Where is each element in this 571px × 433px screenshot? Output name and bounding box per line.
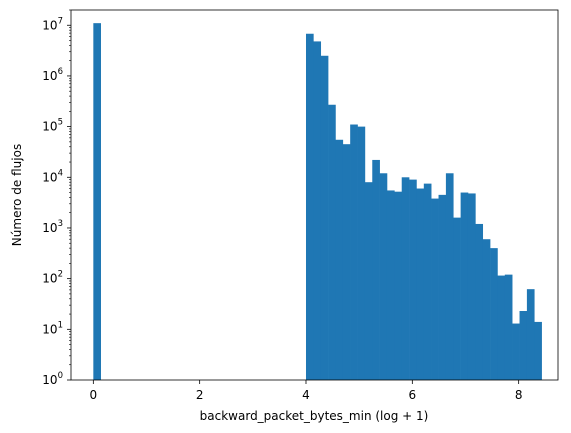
x-axis-label: backward_packet_bytes_min (log + 1) xyxy=(200,409,429,423)
y-tick-label: 103 xyxy=(42,219,63,235)
histogram-bar-12 xyxy=(386,190,395,380)
y-tick-label: 107 xyxy=(42,16,63,32)
histogram-bar-15 xyxy=(409,179,417,380)
y-tick-label: 104 xyxy=(42,168,63,184)
x-tick-label: 4 xyxy=(302,388,310,402)
histogram-bar-3 xyxy=(320,55,329,380)
y-tick-label: 105 xyxy=(42,118,63,134)
histogram-bar-17 xyxy=(423,183,432,380)
histogram-bar-5 xyxy=(335,139,344,380)
histogram-bar-25 xyxy=(482,239,491,380)
y-tick-label: 100 xyxy=(42,371,63,387)
y-tick-label: 106 xyxy=(42,67,63,83)
histogram-bar-29 xyxy=(512,323,520,380)
x-tick-label: 6 xyxy=(409,388,417,402)
histogram-bar-28 xyxy=(504,274,513,380)
histogram-bar-18 xyxy=(431,198,439,380)
histogram-bar-22 xyxy=(460,192,469,380)
histogram-bar-7 xyxy=(350,124,358,381)
histogram-bar-13 xyxy=(394,191,403,380)
x-axis-ticks: 0 2 4 6 8 xyxy=(90,380,523,402)
histogram-bar-8 xyxy=(357,126,366,381)
x-tick-label: 8 xyxy=(515,388,523,402)
histogram-bar-0 xyxy=(93,23,101,381)
histogram-bar-30 xyxy=(519,310,528,380)
histogram-bar-16 xyxy=(416,188,425,380)
histogram-bar-20 xyxy=(445,173,454,380)
y-axis-ticks: 100 101 102 103 104 105 106 107 xyxy=(42,9,71,387)
x-tick-label: 0 xyxy=(90,388,98,402)
histogram-bar-21 xyxy=(453,217,461,380)
histogram-bar-23 xyxy=(467,193,476,380)
histogram-bar-27 xyxy=(497,275,506,380)
histogram-bar-26 xyxy=(490,248,498,380)
histogram-bar-10 xyxy=(372,159,380,380)
histogram-bar-14 xyxy=(401,177,410,380)
histogram-bar-9 xyxy=(364,182,373,380)
y-tick-label: 101 xyxy=(42,320,63,336)
histogram-bar-1 xyxy=(305,33,314,380)
y-tick-label: 102 xyxy=(42,270,63,286)
plot-area-frame xyxy=(70,9,559,381)
histogram-bar-2 xyxy=(313,41,322,381)
histogram-bar-11 xyxy=(379,173,388,380)
histogram-bar-6 xyxy=(342,144,351,380)
histogram-bar-19 xyxy=(438,194,447,380)
histogram-bar-31 xyxy=(526,289,535,380)
x-tick-label: 2 xyxy=(196,388,204,402)
y-axis-label: Número de flujos xyxy=(10,144,24,246)
histogram-bar-4 xyxy=(328,104,336,380)
histogram-bar-32 xyxy=(534,321,542,380)
histogram-bar-24 xyxy=(475,223,484,380)
histogram-bars xyxy=(93,23,542,381)
